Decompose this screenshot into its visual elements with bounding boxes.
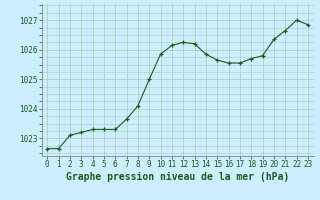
X-axis label: Graphe pression niveau de la mer (hPa): Graphe pression niveau de la mer (hPa)	[66, 172, 289, 182]
